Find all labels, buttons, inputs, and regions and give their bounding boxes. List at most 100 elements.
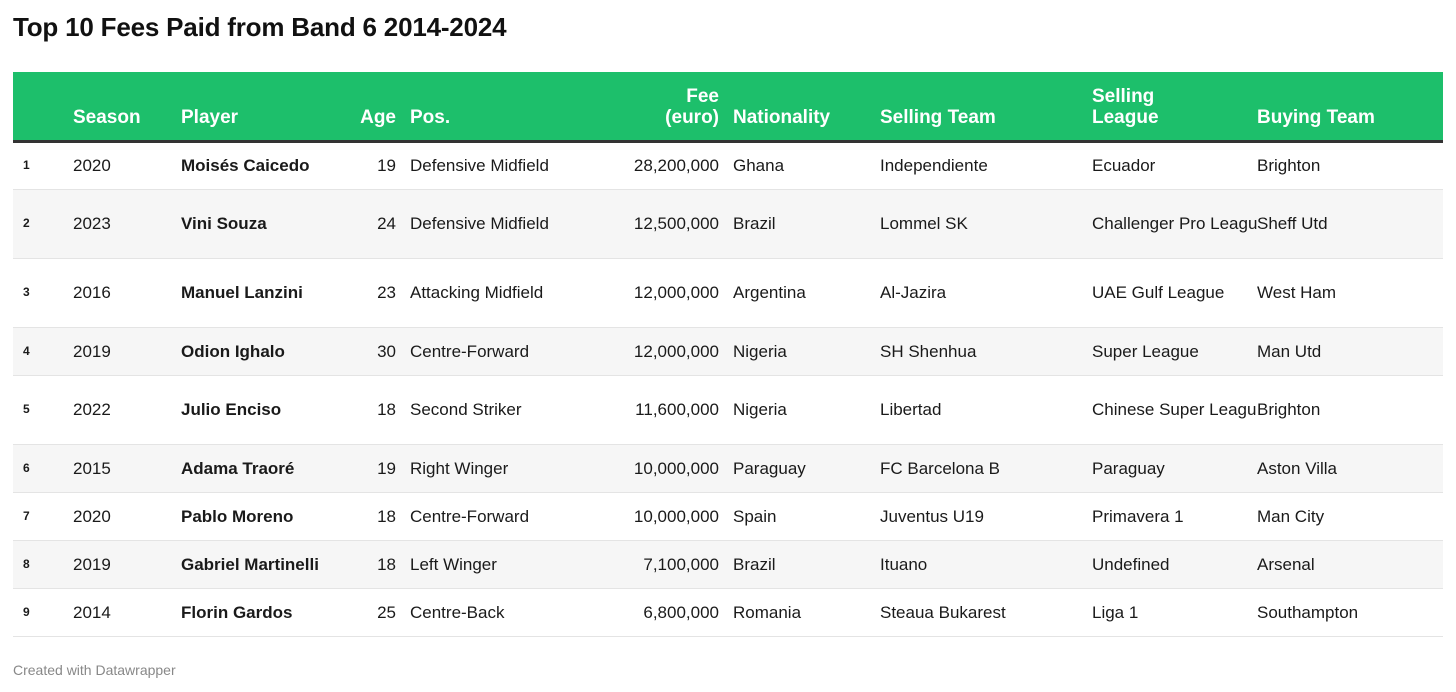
cell-buying-team: Aston Villa <box>1257 444 1443 493</box>
cell-pos: Right Winger <box>410 444 600 493</box>
table-row: 2 2023 Vini Souza 24 Defensive Midfield 12,50… <box>13 189 1443 259</box>
table-row: 1 2020 Moisés Caicedo 19 Defensive Midfield 2… <box>13 141 1443 190</box>
cell-age: 30 <box>351 327 410 376</box>
header-nationality: Nationality <box>733 72 880 143</box>
cell-pos: Centre-Back <box>410 588 600 637</box>
cell-fee: 11,600,000 <box>600 375 733 445</box>
table-row: 4 2019 Odion Ighalo 30 Centre-Forward 12,000,… <box>13 327 1443 376</box>
table-row: 8 2019 Gabriel Martinelli 18 Left Winger 7,10… <box>13 540 1443 589</box>
table-row: 3 2016 Manuel Lanzini 23 Attacking Midfield 1… <box>13 258 1443 328</box>
cell-season: 2020 <box>73 492 181 541</box>
cell-selling-team: Lommel SK <box>880 189 1092 259</box>
cell-player: Manuel Lanzini <box>181 258 351 328</box>
header-fee: Fee (euro) <box>600 72 733 143</box>
cell-nationality: Spain <box>733 492 880 541</box>
cell-selling-team: Independiente <box>880 141 1092 190</box>
cell-buying-team: Brighton <box>1257 375 1443 445</box>
fees-table: Season Player Age Pos. Fee (euro) Nation… <box>13 72 1443 637</box>
cell-fee: 10,000,000 <box>600 444 733 493</box>
cell-player: Florin Gardos <box>181 588 351 637</box>
cell-player: Moisés Caicedo <box>181 141 351 190</box>
cell-season: 2015 <box>73 444 181 493</box>
cell-rank: 4 <box>13 327 73 376</box>
cell-player: Pablo Moreno <box>181 492 351 541</box>
cell-buying-team: Man City <box>1257 492 1443 541</box>
cell-buying-team: Man Utd <box>1257 327 1443 376</box>
chart-title: Top 10 Fees Paid from Band 6 2014-2024 <box>13 12 507 42</box>
cell-buying-team: Sheff Utd <box>1257 189 1443 259</box>
cell-pos: Second Striker <box>410 375 600 445</box>
cell-season: 2023 <box>73 189 181 259</box>
cell-selling-team: Libertad <box>880 375 1092 445</box>
cell-selling-league: Undefined <box>1092 540 1257 589</box>
cell-buying-team: Arsenal <box>1257 540 1443 589</box>
cell-nationality: Brazil <box>733 540 880 589</box>
table-body: 1 2020 Moisés Caicedo 19 Defensive Midfield 2… <box>13 141 1443 637</box>
header-age-label: Age <box>360 106 396 128</box>
cell-selling-league: Primavera 1 <box>1092 492 1257 541</box>
cell-nationality: Nigeria <box>733 327 880 376</box>
header-selling-team: Selling Team <box>880 72 1092 143</box>
cell-selling-team: Ituano <box>880 540 1092 589</box>
cell-age: 24 <box>351 189 410 259</box>
table-row: 9 2014 Florin Gardos 25 Centre-Back 6,800,000… <box>13 588 1443 637</box>
cell-fee: 12,000,000 <box>600 327 733 376</box>
cell-nationality: Romania <box>733 588 880 637</box>
cell-pos: Left Winger <box>410 540 600 589</box>
cell-age: 18 <box>351 540 410 589</box>
cell-nationality: Brazil <box>733 189 880 259</box>
header-selling-league-line2: League <box>1092 106 1159 128</box>
cell-selling-league: Liga 1 <box>1092 588 1257 637</box>
cell-season: 2019 <box>73 540 181 589</box>
cell-pos: Defensive Midfield <box>410 141 600 190</box>
cell-rank: 9 <box>13 588 73 637</box>
cell-pos: Defensive Midfield <box>410 189 600 259</box>
header-player: Player <box>181 72 351 143</box>
footer-credit: Created with Datawrapper <box>13 662 176 678</box>
cell-pos: Attacking Midfield <box>410 258 600 328</box>
cell-buying-team: Southampton <box>1257 588 1443 637</box>
cell-rank: 1 <box>13 141 73 190</box>
header-age: Age <box>351 72 410 143</box>
cell-player: Gabriel Martinelli <box>181 540 351 589</box>
cell-selling-team: Steaua Bukarest <box>880 588 1092 637</box>
cell-nationality: Paraguay <box>733 444 880 493</box>
cell-age: 18 <box>351 375 410 445</box>
cell-selling-team: Al-Jazira <box>880 258 1092 328</box>
cell-rank: 5 <box>13 375 73 445</box>
cell-pos: Centre-Forward <box>410 327 600 376</box>
cell-selling-league: UAE Gulf League <box>1092 258 1257 328</box>
cell-buying-team: West Ham <box>1257 258 1443 328</box>
table-row: 7 2020 Pablo Moreno 18 Centre-Forward 10,000,… <box>13 492 1443 541</box>
cell-selling-team: SH Shenhua <box>880 327 1092 376</box>
cell-selling-league: Ecuador <box>1092 141 1257 190</box>
table-header: Season Player Age Pos. Fee (euro) Nation… <box>13 72 1443 143</box>
cell-age: 19 <box>351 141 410 190</box>
header-selling-league: Selling League <box>1092 72 1257 143</box>
cell-player: Julio Enciso <box>181 375 351 445</box>
table-row: 5 2022 Julio Enciso 18 Second Striker 11,600,… <box>13 375 1443 445</box>
cell-selling-league: Challenger Pro League <box>1092 189 1257 259</box>
cell-season: 2019 <box>73 327 181 376</box>
cell-nationality: Ghana <box>733 141 880 190</box>
cell-age: 18 <box>351 492 410 541</box>
header-rank <box>13 72 73 143</box>
cell-player: Odion Ighalo <box>181 327 351 376</box>
cell-selling-league: Chinese Super League <box>1092 375 1257 445</box>
header-fee-line2: (euro) <box>665 106 719 128</box>
cell-rank: 8 <box>13 540 73 589</box>
cell-fee: 12,500,000 <box>600 189 733 259</box>
cell-fee: 10,000,000 <box>600 492 733 541</box>
table-row: 6 2015 Adama Traoré 19 Right Winger 10,000,00… <box>13 444 1443 493</box>
cell-selling-league: Paraguay <box>1092 444 1257 493</box>
cell-season: 2022 <box>73 375 181 445</box>
cell-age: 25 <box>351 588 410 637</box>
cell-season: 2014 <box>73 588 181 637</box>
cell-nationality: Nigeria <box>733 375 880 445</box>
cell-selling-league: Super League <box>1092 327 1257 376</box>
cell-fee: 28,200,000 <box>600 141 733 190</box>
header-selling-league-line1: Selling <box>1092 85 1155 107</box>
cell-selling-team: FC Barcelona B <box>880 444 1092 493</box>
cell-player: Vini Souza <box>181 189 351 259</box>
header-row: Season Player Age Pos. Fee (euro) Nation… <box>13 72 1443 143</box>
